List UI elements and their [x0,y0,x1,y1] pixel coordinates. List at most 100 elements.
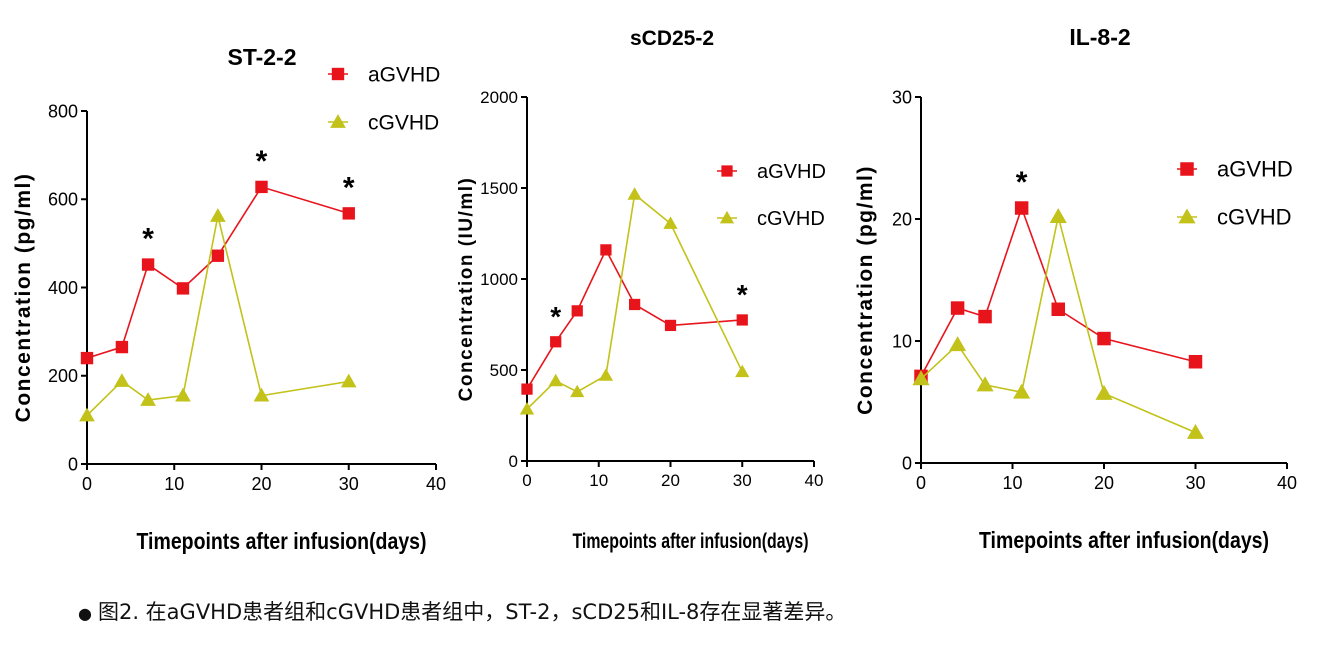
data-point-cGVHD [912,370,930,386]
data-point-cGVHD [253,387,270,402]
chart-3: IL-8-2 0 10 20 30 0 10 20 30 40 Timepoints after i… [854,24,1297,553]
significance-star: * [343,171,355,204]
y-tick-label: 600 [48,190,78,210]
significance-star: * [256,145,268,178]
y-tick-label: 0 [902,453,912,473]
y-tick-label: 0 [68,454,78,474]
x-tick-label: 40 [426,474,446,494]
data-point-aGVHD [736,314,748,326]
data-point-cGVHD [1186,423,1205,439]
data-point-cGVHD [976,376,994,392]
y-tick-label: 200 [48,366,78,386]
data-point-cGVHD [548,373,563,387]
data-point-aGVHD [115,340,129,354]
x-tick-label: 30 [1185,473,1205,493]
data-point-cGVHD [210,208,226,222]
caption-text: 图2. 在aGVHD患者组和cGVHD患者组中，ST-2，sCD25和IL-8存… [97,600,847,624]
data-point-aGVHD [521,383,533,395]
caption-bullet: ● [78,604,92,623]
x-tick-label: 40 [805,471,824,490]
data-point-cGVHD [79,407,95,422]
data-point-aGVHD [978,309,992,324]
data-point-aGVHD [1014,201,1029,215]
legend-marker-cGVHD [330,114,346,128]
significance-star: * [1016,166,1028,199]
data-point-aGVHD [600,244,612,256]
data-point-aGVHD [629,298,641,311]
series-cGVHD [912,208,1205,439]
x-tick-label: 30 [339,474,359,494]
data-point-cGVHD [949,336,967,352]
data-point-aGVHD [664,319,677,332]
legend-marker-aGVHD [331,67,345,81]
legend-label-cGVHD: cGVHD [1217,205,1292,230]
chart-title: sCD25-2 [630,27,714,50]
data-point-aGVHD [211,249,225,262]
x-tick-label: 10 [164,474,184,494]
x-axis-label: Timepoints after infusion(days) [573,530,809,553]
significance-star: * [550,301,561,332]
data-point-cGVHD [1013,383,1031,399]
legend-marker-aGVHD [1180,162,1194,176]
data-point-cGVHD [340,373,357,388]
data-point-cGVHD [519,402,535,415]
legend-label-cGVHD: cGVHD [757,208,825,230]
series-cGVHD [79,208,357,422]
data-point-cGVHD [140,392,156,406]
y-tick-label: 400 [48,278,78,298]
legend-marker-cGVHD [1178,208,1196,224]
data-point-aGVHD [1097,331,1111,346]
x-tick-label: 40 [1277,473,1297,493]
x-axis-label: Timepoints after infusion(days) [137,528,427,554]
data-point-aGVHD [1188,354,1203,369]
data-point-cGVHD [175,387,191,402]
data-point-aGVHD [342,207,355,220]
data-point-aGVHD [1051,302,1065,317]
y-tick-label: 1500 [480,179,518,198]
legend-marker-cGVHD [719,210,735,224]
series-aGVHD [521,244,748,395]
chart-title: IL-8-2 [1069,24,1130,50]
y-axis-label: Concentration (IU/ml) [456,177,477,402]
data-point-aGVHD [80,351,94,365]
y-tick-label: 800 [48,101,78,121]
data-point-aGVHD [950,301,965,315]
data-point-cGVHD [1095,384,1113,400]
chart-2: sCD25-2 0 500 1000 1500 2000 0 10 20 30 40 Timepoin… [456,27,826,553]
data-point-aGVHD [141,258,155,271]
data-point-cGVHD [627,187,642,200]
y-tick-label: 0 [509,452,518,471]
legend-label-aGVHD: aGVHD [1217,157,1293,182]
x-tick-label: 10 [1002,473,1022,493]
data-point-cGVHD [1049,208,1067,223]
legend-label-aGVHD: aGVHD [757,161,826,183]
data-point-cGVHD [114,373,130,387]
y-tick-label: 2000 [480,88,518,107]
x-tick-label: 20 [1094,473,1114,493]
figure-caption: ● 图2. 在aGVHD患者组和cGVHD患者组中，ST-2，sCD25和IL-8… [78,596,846,626]
x-tick-label: 0 [916,473,926,493]
x-tick-label: 20 [661,471,680,490]
data-point-cGVHD [735,364,750,378]
data-point-aGVHD [176,282,190,295]
x-tick-label: 0 [522,471,531,490]
y-tick-label: 10 [892,331,912,351]
data-point-cGVHD [598,368,614,381]
series-cGVHD [519,187,750,415]
data-point-aGVHD [571,305,583,317]
x-tick-label: 10 [589,471,608,490]
significance-star: * [142,223,154,256]
x-tick-label: 0 [82,474,92,494]
series-aGVHD [914,201,1203,384]
legend-label-cGVHD: cGVHD [368,111,439,134]
x-axis-label: Timepoints after infusion(days) [979,527,1269,553]
y-axis-label: Concentration (pg/ml) [854,165,877,415]
y-axis-label: Concentration (pg/ml) [12,173,35,423]
y-tick-label: 20 [892,209,912,229]
data-point-cGVHD [663,216,678,229]
y-tick-label: 1000 [480,270,518,289]
y-tick-label: 30 [892,87,912,107]
series-aGVHD [80,180,355,365]
series-line-cGVHD [920,216,1196,434]
